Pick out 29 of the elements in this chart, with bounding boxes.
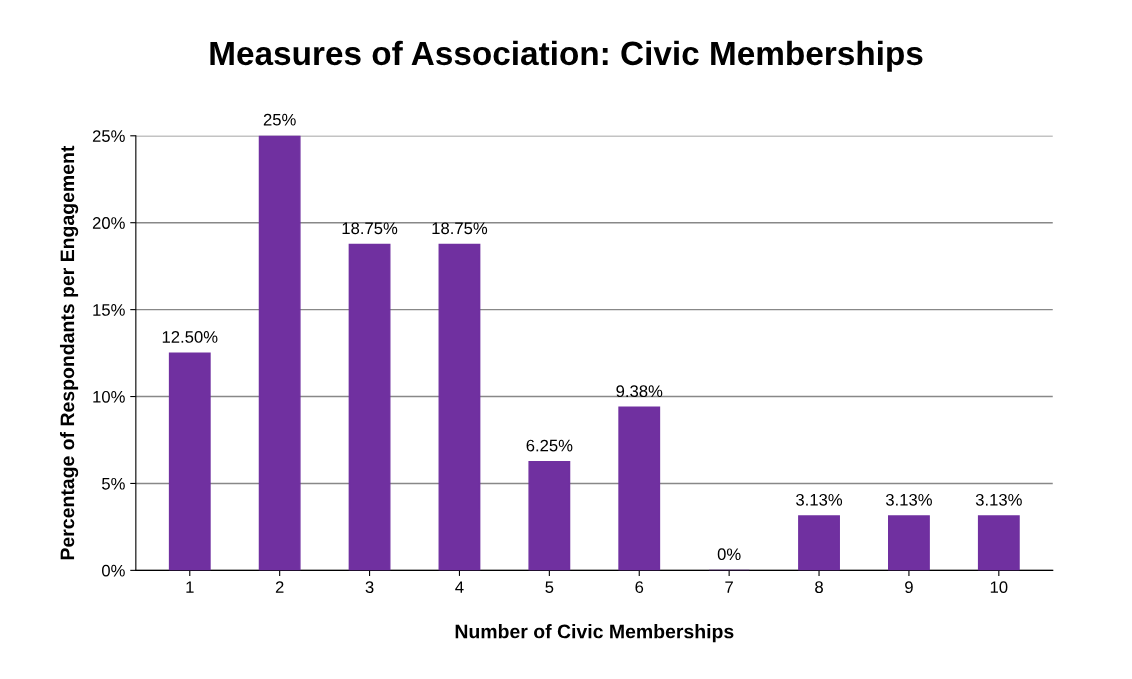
x-axis-title: Number of Civic Memberships bbox=[455, 624, 734, 643]
x-tick-label: 4 bbox=[455, 581, 464, 593]
data-label: 12.50% bbox=[162, 331, 218, 343]
y-tick-label: 5% bbox=[102, 477, 125, 490]
x-tick-label: 7 bbox=[725, 581, 733, 593]
data-label: 3.13% bbox=[975, 493, 1022, 506]
x-tick-label: 1 bbox=[186, 581, 194, 593]
data-label: 6.25% bbox=[526, 439, 573, 452]
data-label: 0% bbox=[717, 548, 741, 561]
data-label: 3.13% bbox=[796, 493, 843, 506]
x-tick-label: 10 bbox=[990, 581, 1008, 594]
x-tick-label: 8 bbox=[815, 581, 823, 594]
data-label: 18.75% bbox=[342, 222, 398, 235]
y-tick-label: 15% bbox=[93, 304, 125, 316]
data-label: 25% bbox=[263, 113, 296, 126]
data-label: 3.13% bbox=[885, 493, 932, 506]
x-tick-label: 2 bbox=[275, 581, 284, 593]
data-label: 9.38% bbox=[616, 385, 663, 398]
y-tick-label: 20% bbox=[92, 217, 125, 229]
y-tick-label: 25% bbox=[92, 130, 125, 142]
chart-title: Measures of Association: Civic Memberships bbox=[210, 40, 923, 72]
x-tick-label: 6 bbox=[635, 581, 644, 594]
y-tick-label: 10% bbox=[93, 390, 125, 403]
x-tick-label: 5 bbox=[545, 581, 554, 594]
x-tick-label: 9 bbox=[905, 581, 913, 594]
y-tick-label: 0% bbox=[101, 564, 125, 577]
data-label: 18.75% bbox=[432, 222, 488, 235]
y-axis-title: Percentage of Respondants per Engagement bbox=[59, 145, 79, 560]
x-tick-label: 3 bbox=[365, 581, 374, 594]
